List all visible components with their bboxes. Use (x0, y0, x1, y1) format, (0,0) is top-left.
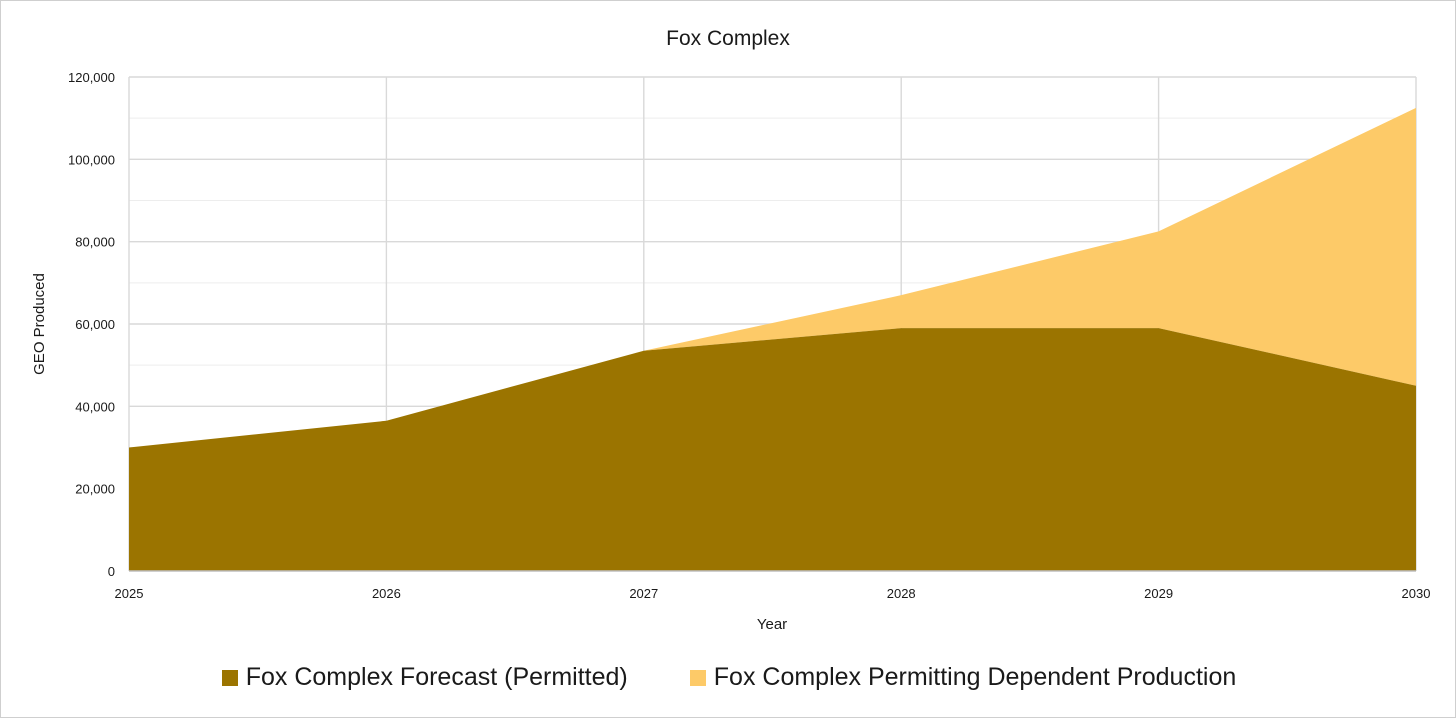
y-tick-label: 120,000 (68, 70, 115, 85)
chart-title: Fox Complex (666, 27, 790, 50)
area-series-2 (129, 107, 1416, 448)
x-axis-label: Year (757, 616, 787, 633)
legend-swatch-permitted (221, 669, 238, 686)
area-series (129, 107, 1416, 571)
y-tick-label: 20,000 (75, 482, 115, 497)
y-tick-label: 40,000 (75, 399, 115, 414)
y-tick-label: 80,000 (75, 235, 115, 250)
x-tick-label: 2025 (115, 586, 144, 601)
y-tick-label: 0 (108, 564, 115, 579)
y-tick-label: 100,000 (68, 152, 115, 167)
area-series-1 (129, 328, 1416, 571)
axes: 0 20,000 40,000 60,000 80,000 100,000 120,000 2… (68, 70, 1430, 601)
x-tick-label: 2027 (629, 586, 658, 601)
y-axis-label: GEO Produced (31, 273, 48, 375)
legend-label-permitting-dependent: Fox Complex Permitting Dependent Product… (713, 663, 1237, 691)
x-tick-label: 2026 (372, 586, 401, 601)
y-tick-label: 60,000 (75, 317, 115, 332)
legend-label-permitted: Fox Complex Forecast (Permitted) (245, 663, 628, 691)
x-tick-label: 2030 (1402, 586, 1431, 601)
x-tick-label: 2029 (1144, 586, 1173, 601)
chart-legend: Fox Complex Forecast (Permitted) Fox Com… (1, 663, 1456, 692)
legend-swatch-permitting-dependent (689, 669, 706, 686)
x-tick-label: 2028 (887, 586, 916, 601)
legend-item-permitting-dependent: Fox Complex Permitting Dependent Product… (689, 663, 1237, 692)
legend-item-permitted: Fox Complex Forecast (Permitted) (221, 663, 628, 692)
